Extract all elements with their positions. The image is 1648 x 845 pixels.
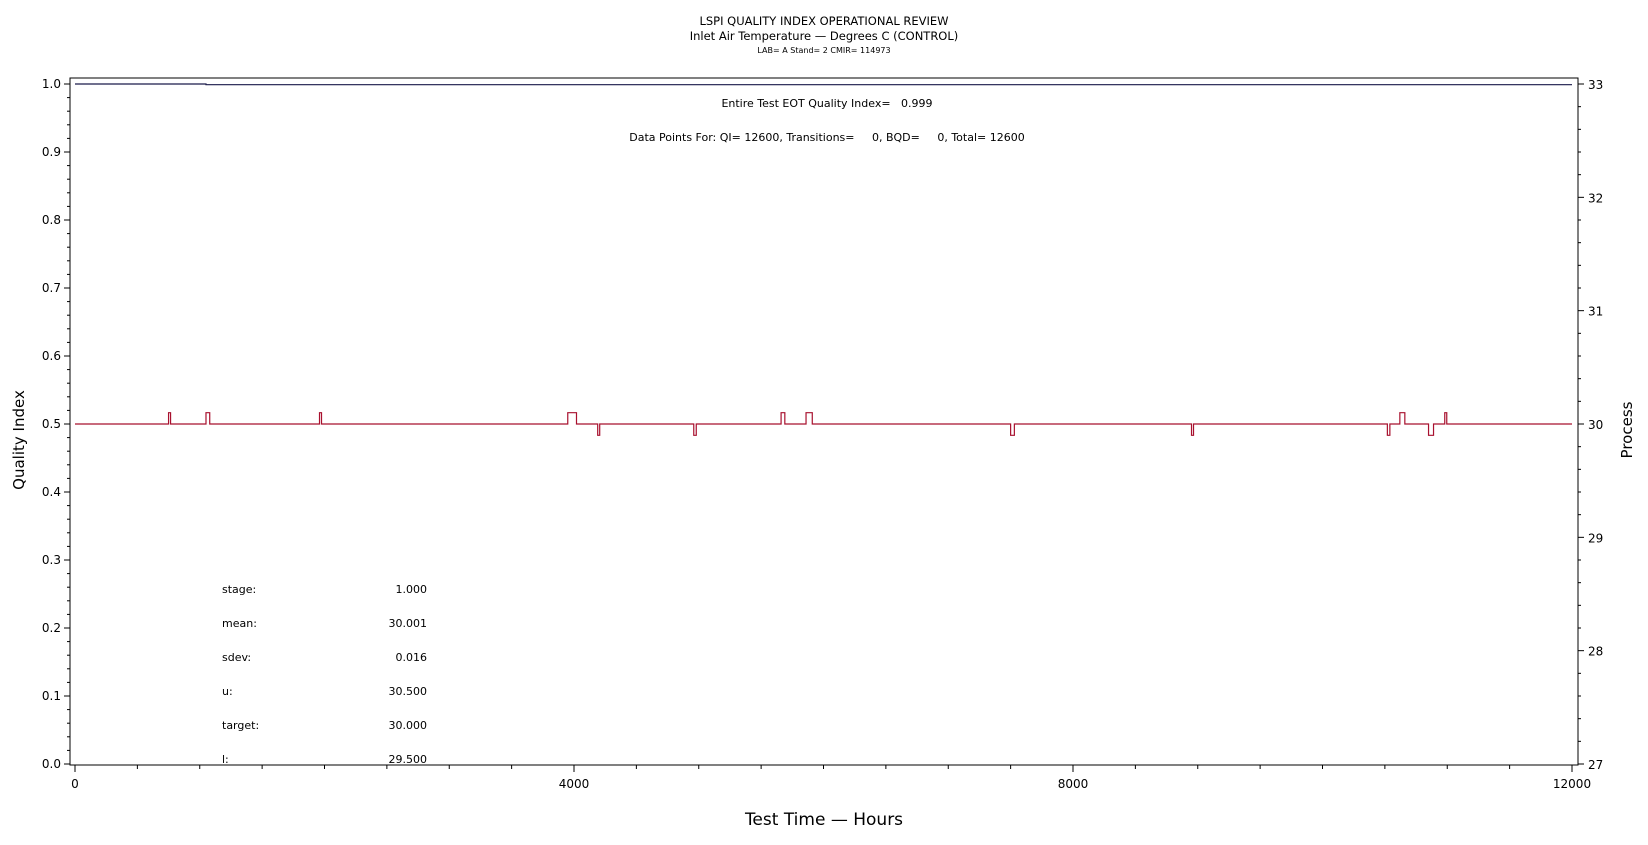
y-tick-label: 1.0: [42, 77, 61, 91]
y-tick-label: 0.6: [42, 349, 61, 363]
chart-title: LSPI QUALITY INDEX OPERATIONAL REVIEW: [699, 14, 948, 28]
y-tick-label: 0.4: [42, 485, 61, 499]
y-tick-label: 0.9: [42, 145, 61, 159]
y-tick-label: 0.3: [42, 553, 61, 567]
y2-axis-label: Process: [1618, 401, 1636, 458]
stat-value: 30.001: [389, 617, 428, 630]
x-tick-label: 8000: [1058, 777, 1089, 791]
quality-index-annotation: Entire Test EOT Quality Index= 0.999: [721, 97, 932, 110]
stat-label: stage:: [222, 583, 256, 596]
stat-value: 30.500: [389, 685, 428, 698]
y2-tick-label: 33: [1588, 78, 1603, 92]
stat-value: 30.000: [389, 719, 428, 732]
stat-label: u:: [222, 685, 233, 698]
stat-label: mean:: [222, 617, 257, 630]
plot-area: [69, 77, 1579, 766]
quality-index-line: [75, 83, 1572, 86]
stat-label: l:: [222, 753, 229, 766]
y2-tick-label: 32: [1588, 191, 1603, 205]
data-points-annotation: Data Points For: QI= 12600, Transitions=…: [629, 131, 1024, 144]
y-tick-label: 0.5: [42, 417, 61, 431]
y-axis-left: 0.0 0.1 0.2 0.3 0.4 0.5 0.6 0.7 0.8 0.9 1.0: [42, 77, 70, 771]
stat-value: 1.000: [396, 583, 428, 596]
y-tick-label: 0.8: [42, 213, 61, 227]
series-layer: [75, 83, 1572, 436]
chart-subtitle: Inlet Air Temperature — Degrees C (CONTR…: [690, 29, 959, 43]
y2-tick-label: 30: [1588, 418, 1603, 432]
stat-label: target:: [222, 719, 259, 732]
y-tick-label: 0.2: [42, 621, 61, 635]
x-tick-label: 4000: [559, 777, 590, 791]
x-tick-label: 12000: [1553, 777, 1591, 791]
y-tick-label: 0.0: [42, 757, 61, 771]
stat-label: sdev:: [222, 651, 251, 664]
y-axis-label: Quality Index: [10, 390, 28, 490]
x-axis-label: Test Time — Hours: [744, 810, 903, 830]
y2-tick-label: 31: [1588, 305, 1603, 319]
chart-subtitle-details: LAB= A Stand= 2 CMIR= 114973: [757, 46, 890, 55]
y-axis-right: 27 28 29 30 31 32 33: [1578, 78, 1603, 772]
x-tick-label: 0: [71, 777, 79, 791]
y2-tick-label: 29: [1588, 531, 1603, 545]
stat-value: 0.016: [396, 651, 428, 664]
stat-value: 29.500: [389, 753, 428, 766]
stats-block: stage: 1.000 mean: 30.001 sdev: 0.016 u: 30.500…: [222, 583, 427, 766]
x-axis: 0 4000 8000 12000: [71, 765, 1591, 791]
y-tick-label: 0.7: [42, 281, 61, 295]
y2-tick-label: 27: [1588, 758, 1603, 772]
process-series-line: [75, 412, 1572, 436]
y2-tick-label: 28: [1588, 645, 1603, 659]
y-tick-label: 0.1: [42, 689, 61, 703]
